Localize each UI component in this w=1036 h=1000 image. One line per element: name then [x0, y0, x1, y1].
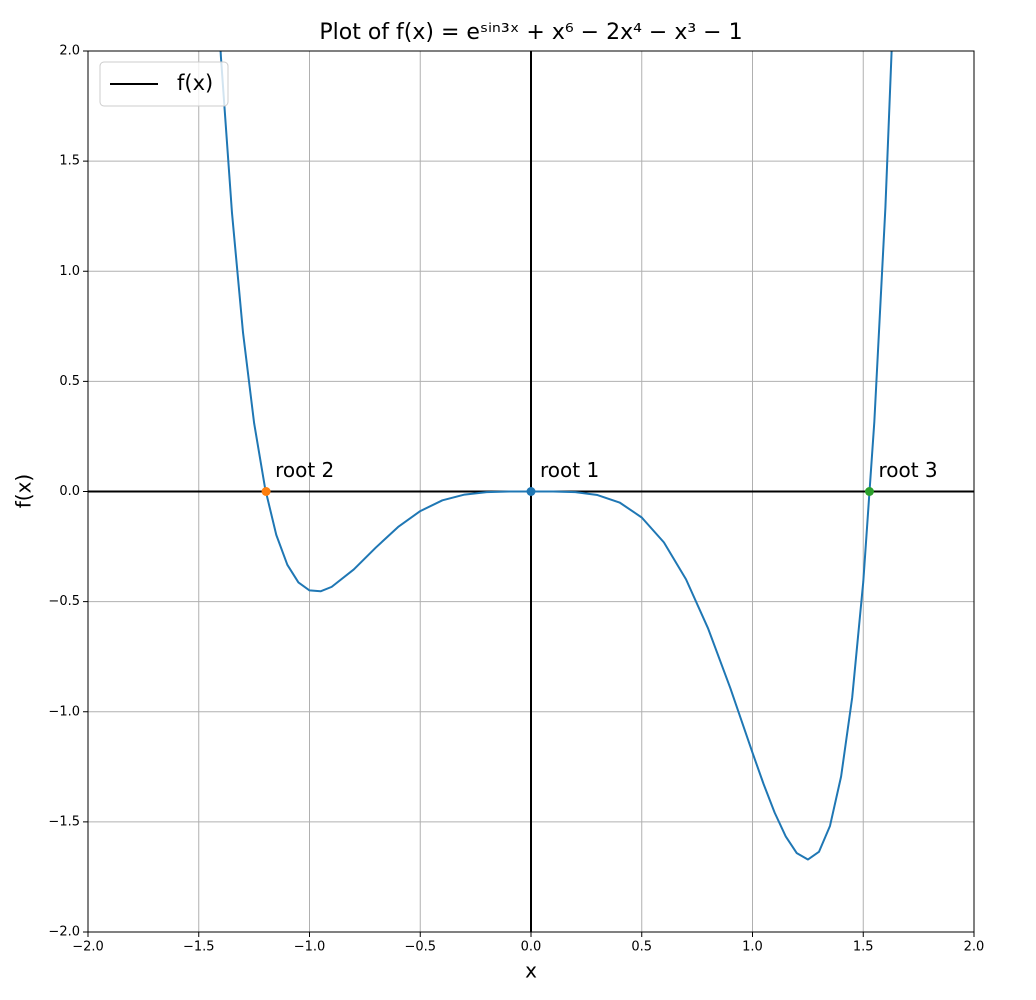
- x-tick-label: −2.0: [72, 940, 104, 955]
- y-tick-label: −2.0: [48, 925, 80, 940]
- root-annotation: root 3: [878, 458, 937, 482]
- y-tick-label: −0.5: [48, 594, 80, 609]
- y-tick-label: −1.0: [48, 704, 80, 719]
- root-marker: [261, 487, 271, 496]
- x-tick-label: 2.0: [964, 940, 985, 955]
- root-annotation: root 2: [275, 458, 334, 482]
- data-line: [219, 51, 893, 861]
- y-axis-label: f(x): [12, 474, 36, 508]
- root-annotation: root 1: [540, 458, 599, 482]
- chart-title: Plot of f(x) = eˢⁱⁿ³ˣ + x⁶ − 2x⁴ − x³ − …: [319, 20, 742, 45]
- legend-box: [99, 61, 229, 107]
- x-tick-label: −1.0: [294, 940, 326, 955]
- x-tick-label: 0.0: [521, 940, 542, 955]
- root-marker: [864, 487, 874, 496]
- x-tick-label: −1.5: [183, 940, 215, 955]
- y-tick-label: −1.5: [48, 814, 80, 829]
- x-tick-label: 1.0: [742, 940, 763, 955]
- legend-label: f(x): [177, 71, 213, 95]
- y-tick-label: 0.0: [59, 484, 80, 499]
- x-axis-label: x: [525, 959, 537, 983]
- y-tick-label: 1.5: [59, 154, 80, 169]
- x-tick-label: 0.5: [631, 940, 652, 955]
- plot-area: [219, 51, 893, 861]
- y-tick-label: 2.0: [59, 44, 80, 59]
- y-tick-label: 1.0: [59, 264, 80, 279]
- y-tick-label: 0.5: [59, 374, 80, 389]
- x-tick-label: 1.5: [853, 940, 874, 955]
- root-marker: [526, 487, 536, 496]
- x-tick-label: −0.5: [404, 940, 436, 955]
- plot-frame: [87, 50, 975, 933]
